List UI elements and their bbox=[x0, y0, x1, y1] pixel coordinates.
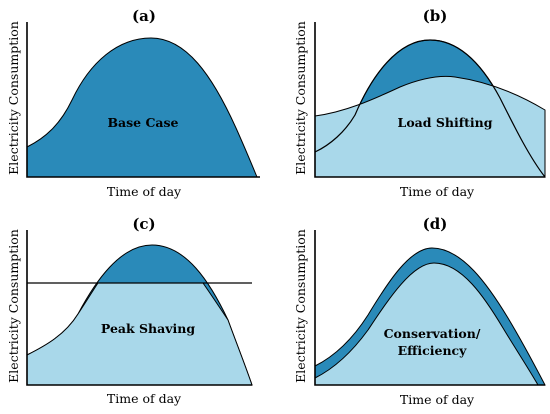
panel-d-y-axis-title: Electricity Consumption bbox=[293, 229, 308, 383]
panel-c-area-label: Peak Shaving bbox=[101, 321, 195, 336]
panel-d-area-label-line1: Conservation/ bbox=[384, 326, 481, 341]
panel-d-x-axis-title: Time of day bbox=[400, 392, 475, 407]
panel-b: (b) Load Shifting Time of day Electricit… bbox=[293, 7, 547, 199]
panel-d: (d) Conservation/ Efficiency Time of day… bbox=[293, 215, 546, 407]
panel-b-x-axis-title: Time of day bbox=[400, 184, 475, 199]
panel-c-y-axis-title: Electricity Consumption bbox=[6, 229, 21, 383]
panel-a-x-axis-title: Time of day bbox=[107, 184, 182, 199]
panel-a-y-axis-title: Electricity Consumption bbox=[6, 21, 21, 175]
panel-c: (c) Peak Shaving Time of day Electricity… bbox=[6, 215, 253, 406]
panel-c-label: (c) bbox=[132, 215, 155, 233]
panel-d-axes bbox=[314, 230, 545, 386]
panel-d-reduced-load-area bbox=[314, 262, 539, 386]
panel-b-axes bbox=[314, 22, 545, 178]
panel-b-area-label: Load Shifting bbox=[398, 115, 493, 130]
panel-b-y-axis-title: Electricity Consumption bbox=[293, 21, 308, 175]
panel-c-axes bbox=[26, 230, 252, 386]
panel-a-base-case-area bbox=[26, 37, 258, 178]
panel-d-label: (d) bbox=[423, 215, 448, 233]
panel-b-original-curve-line bbox=[314, 39, 546, 178]
panel-a: (a) Base Case Time of day Electricity Co… bbox=[6, 7, 260, 199]
panel-d-area-label-line2: Efficiency bbox=[398, 343, 468, 358]
panel-a-label: (a) bbox=[132, 7, 156, 25]
panel-a-area-label: Base Case bbox=[107, 115, 178, 130]
panel-a-axes bbox=[26, 22, 260, 178]
panel-c-x-axis-title: Time of day bbox=[107, 391, 182, 406]
panel-b-label: (b) bbox=[423, 7, 448, 25]
